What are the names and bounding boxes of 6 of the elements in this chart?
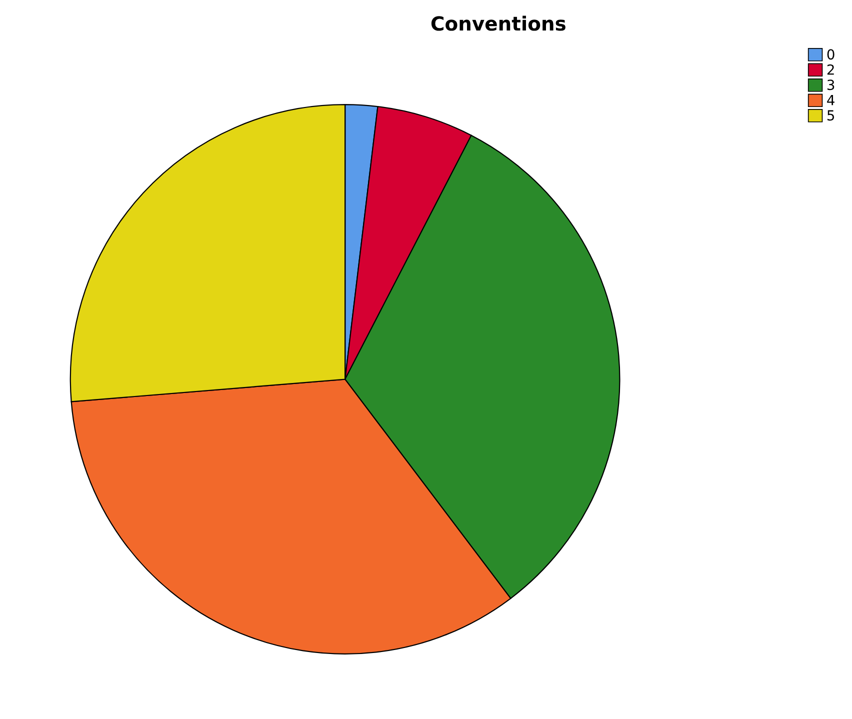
legend-label: 3	[827, 80, 834, 90]
legend-label: 2	[827, 64, 834, 75]
chart-title: Conventions	[431, 16, 566, 31]
legend-label: 5	[827, 110, 834, 121]
legend-label: 0	[827, 49, 834, 60]
legend-label: 4	[827, 95, 834, 106]
